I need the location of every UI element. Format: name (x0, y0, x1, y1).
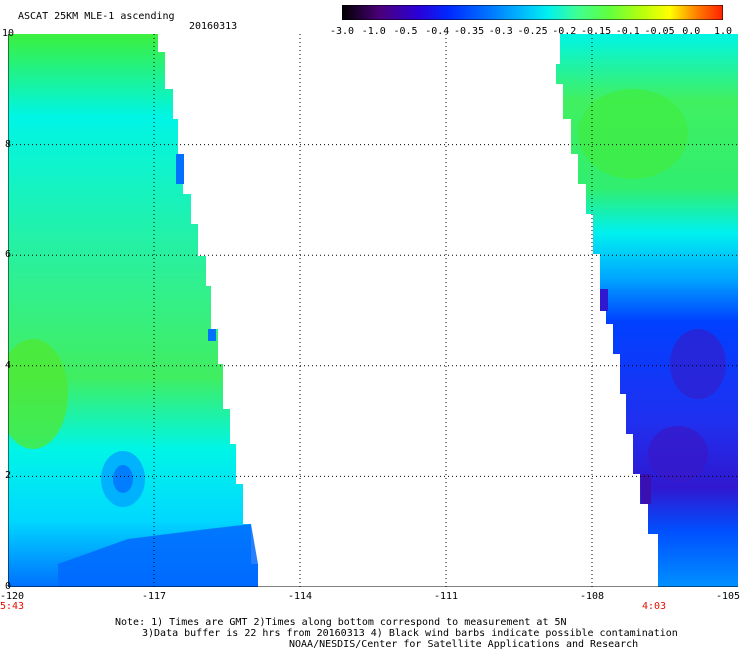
x-tick-label: -120 (0, 591, 25, 602)
colorbar-ticks: -3.0 -1.0 -0.5 -0.4 -0.35 -0.3 -0.25 -0.2 -0.15-… (330, 26, 740, 38)
y-tick-label: 4 (5, 359, 12, 371)
map-date: 20160313 (189, 21, 238, 32)
note-line-3: NOAA/NESDIS/Center for Satellite Applica… (289, 639, 639, 650)
x-tick-label: -108 (580, 591, 605, 602)
colorbar-tick-label: -0.1 (615, 26, 640, 37)
colorbar-tick-label: -0.4 (425, 26, 450, 37)
left-blue-core (113, 465, 133, 493)
right-swath (556, 34, 738, 587)
colorbar-tick-label: -0.05 (644, 26, 675, 37)
colorbar-tick-label: 0.0 (682, 26, 701, 37)
y-tick-label: 2 (5, 470, 12, 482)
colorbar-tick-label: -3.0 (330, 26, 355, 37)
time-left: 5:43 (0, 601, 25, 612)
colorbar-tick-label: -0.2 (552, 26, 577, 37)
colorbar-tick-label: -0.3 (488, 26, 513, 37)
colorbar-tick-label: -0.5 (393, 26, 418, 37)
left-bottom-blue (58, 524, 258, 587)
x-tick-label: -111 (434, 591, 459, 602)
time-right: 4:03 (642, 601, 667, 612)
right-green-patch (578, 89, 688, 179)
wind-map (8, 34, 738, 587)
right-violet-patch (670, 329, 726, 399)
note-line-1: Note: 1) Times are GMT 2)Times along bot… (115, 617, 567, 628)
y-tick-label: 10 (2, 28, 15, 39)
note-line-2: 3)Data buffer is 22 hrs from 20160313 4)… (142, 628, 678, 639)
y-tick-label: 8 (5, 138, 12, 150)
left-green-patch (8, 339, 68, 449)
left-swath (8, 34, 258, 587)
grid (8, 34, 738, 587)
x-tick-label: -114 (288, 591, 313, 602)
map-title: ASCAT 25KM MLE-1 ascending (18, 11, 175, 22)
colorbar (342, 5, 723, 20)
x-tick-label: -105 (716, 591, 740, 602)
right-violet-patch-2 (648, 426, 708, 482)
y-tick-label: 6 (5, 249, 12, 261)
colorbar-tick-label: -0.25 (517, 26, 548, 37)
colorbar-tick-label: -0.15 (581, 26, 612, 37)
y-tick-label: 0 (5, 581, 12, 592)
colorbar-tick-label: -1.0 (361, 26, 386, 37)
colorbar-tick-label: 1.0 (714, 26, 733, 37)
colorbar-tick-label: -0.35 (454, 26, 485, 37)
x-tick-label: -117 (142, 591, 167, 602)
